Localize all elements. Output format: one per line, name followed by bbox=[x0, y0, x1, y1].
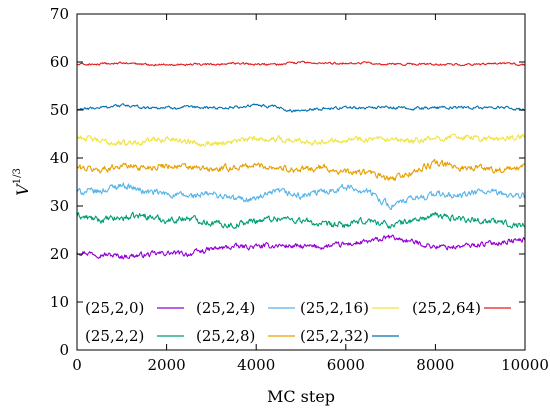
legend-label: (25,2,32) bbox=[300, 327, 369, 345]
x-tick-label: 4000 bbox=[237, 356, 275, 374]
legend-label: (25,2,64) bbox=[412, 299, 481, 317]
series-line bbox=[76, 182, 526, 210]
axes-layer: 0 2000 4000 6000 8000 10000 0 10 20 30 40 50 60 70 bbox=[50, 5, 549, 374]
x-tick-label: 2000 bbox=[148, 356, 186, 374]
legend-label: (25,2,4) bbox=[196, 299, 255, 317]
x-axis-title: MC step bbox=[267, 387, 335, 406]
legend: (25,2,0) (25,2,2) (25,2,4) (25,2,8) (25,2,16… bbox=[80, 293, 525, 349]
y-tick-label: 50 bbox=[50, 101, 69, 119]
series-line bbox=[76, 158, 526, 182]
x-tick-label: 10000 bbox=[501, 356, 549, 374]
y-tick-label: 40 bbox=[50, 149, 69, 167]
legend-label: (25,2,16) bbox=[300, 299, 369, 317]
y-tick-label: 0 bbox=[59, 341, 69, 359]
series-layer bbox=[76, 60, 526, 260]
y-axis-title: V bbox=[13, 183, 32, 196]
legend-background bbox=[80, 293, 525, 349]
x-tick-label: 0 bbox=[72, 356, 82, 374]
series-line bbox=[76, 133, 526, 147]
legend-label: (25,2,8) bbox=[196, 327, 255, 345]
y-tick-label: 10 bbox=[50, 293, 69, 311]
series-line bbox=[76, 103, 526, 113]
y-tick-label: 60 bbox=[50, 53, 69, 71]
y-axis-title-group: V1/3 bbox=[12, 168, 32, 196]
series-line bbox=[76, 211, 526, 229]
y-axis-title-exponent: 1/3 bbox=[12, 168, 23, 184]
y-tick-label: 70 bbox=[50, 5, 69, 23]
plot-frame bbox=[76, 13, 526, 351]
legend-label: (25,2,2) bbox=[85, 327, 144, 345]
x-tick-label: 6000 bbox=[327, 356, 365, 374]
y-tick-label: 30 bbox=[50, 197, 69, 215]
svg-text:V1/3: V1/3 bbox=[12, 168, 32, 196]
x-tick-label: 8000 bbox=[416, 356, 454, 374]
y-tick-label: 20 bbox=[50, 245, 69, 263]
series-line bbox=[76, 60, 526, 67]
series-line bbox=[76, 234, 526, 260]
legend-label: (25,2,0) bbox=[85, 299, 144, 317]
